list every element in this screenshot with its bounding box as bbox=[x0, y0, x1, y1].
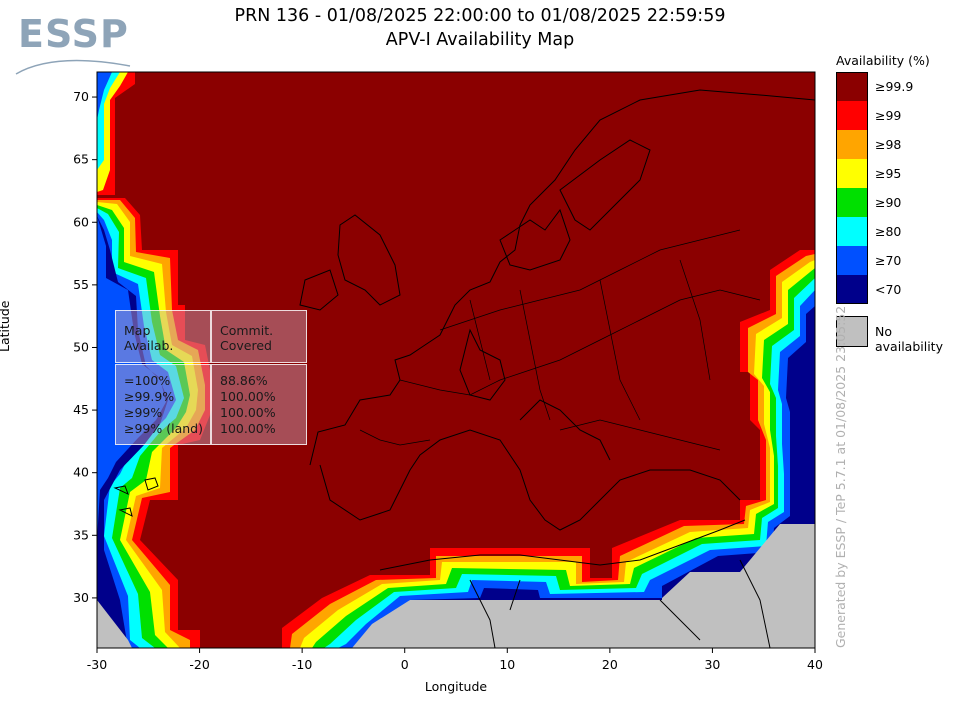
y-axis-label: Latitude bbox=[0, 300, 12, 352]
stats-labels: =100% ≥99.9% ≥99% ≥99% (land) bbox=[115, 364, 211, 445]
x-tick-label: 10 bbox=[499, 657, 515, 672]
y-tick-label: 30 bbox=[73, 590, 89, 605]
stats-header-map-availab: Map Availab. bbox=[115, 310, 211, 363]
legend-swatch bbox=[836, 72, 868, 101]
stats-header-commit-covered: Commit. Covered bbox=[211, 310, 307, 363]
legend-label-no-availability: No availability bbox=[875, 324, 943, 354]
zone-70-south bbox=[338, 290, 815, 648]
x-tick-label: -10 bbox=[292, 657, 312, 672]
y-tick-label: 60 bbox=[73, 214, 89, 229]
x-axis-ticks: -30 -20 -10 0 10 20 30 40 bbox=[87, 648, 823, 672]
y-tick-label: 35 bbox=[73, 527, 89, 542]
legend-label: ≥90 bbox=[875, 195, 902, 210]
legend-label: ≥99.9 bbox=[875, 79, 914, 94]
credit-text: Generated by ESSP / TeP 5.7.1 at 01/08/2… bbox=[833, 305, 848, 648]
y-tick-label: 70 bbox=[73, 89, 89, 104]
legend-swatch bbox=[836, 217, 868, 246]
y-tick-label: 50 bbox=[73, 339, 89, 354]
y-axis-ticks: 70 65 60 55 50 45 40 35 30 bbox=[73, 89, 97, 605]
borders bbox=[359, 229, 761, 451]
legend-label: ≥80 bbox=[875, 224, 902, 239]
legend-label: ≥98 bbox=[875, 137, 902, 152]
stats-row-value: 100.00% bbox=[220, 405, 276, 420]
x-tick-label: 20 bbox=[602, 657, 618, 672]
x-tick-label: 30 bbox=[704, 657, 720, 672]
legend-swatch bbox=[836, 246, 868, 275]
stats-row-value: 100.00% bbox=[220, 421, 276, 436]
y-tick-label: 55 bbox=[73, 277, 89, 292]
legend-swatch bbox=[836, 130, 868, 159]
no-availability-sw bbox=[97, 600, 132, 648]
stats-values: 88.86% 100.00% 100.00% 100.00% bbox=[211, 364, 307, 445]
stats-row-value: 88.86% bbox=[220, 373, 268, 388]
x-axis-label: Longitude bbox=[424, 679, 488, 694]
stats-header-line: Commit. bbox=[220, 323, 274, 338]
stats-header-line: Availab. bbox=[124, 338, 174, 353]
y-tick-label: 65 bbox=[73, 152, 89, 167]
stats-row-value: 100.00% bbox=[220, 389, 276, 404]
x-tick-label: 0 bbox=[401, 657, 409, 672]
x-tick-label: 40 bbox=[807, 657, 823, 672]
y-tick-label: 40 bbox=[73, 465, 89, 480]
legend-label: <70 bbox=[875, 282, 902, 297]
chart-title: PRN 136 - 01/08/2025 22:00:00 to 01/08/2… bbox=[234, 6, 726, 26]
zone-below-70 bbox=[97, 216, 168, 648]
legend-frame bbox=[836, 72, 868, 304]
x-tick-label: -30 bbox=[87, 657, 107, 672]
zone-80-nw bbox=[97, 72, 120, 170]
plot-frame bbox=[96, 71, 816, 649]
legend-label: ≥99 bbox=[875, 108, 902, 123]
coastlines bbox=[113, 89, 815, 648]
chart-subtitle: APV-I Availability Map bbox=[385, 30, 575, 50]
legend-swatch bbox=[836, 159, 868, 188]
legend-swatch bbox=[836, 101, 868, 130]
x-tick-label: -20 bbox=[189, 657, 209, 672]
legend-label: ≥95 bbox=[875, 166, 902, 181]
essp-logo: ESSP bbox=[14, 8, 132, 80]
legend-swatch-no-availability bbox=[836, 316, 868, 347]
stats-row-label: ≥99% (land) bbox=[124, 421, 203, 436]
zone-70-nw bbox=[97, 72, 112, 120]
logo-text: ESSP bbox=[18, 12, 129, 56]
zone-80-south bbox=[324, 278, 815, 648]
stats-row-label: ≥99.9% bbox=[124, 389, 175, 404]
stats-table: Map Availab. Commit. Covered =100% ≥99.9… bbox=[115, 310, 307, 445]
logo-swoosh-icon bbox=[15, 59, 131, 75]
no-availability-africa bbox=[352, 600, 662, 648]
no-availability-mideast bbox=[662, 524, 815, 648]
stats-row-label: =100% bbox=[124, 373, 171, 388]
zone-70 bbox=[97, 212, 176, 648]
legend-swatch bbox=[836, 188, 868, 217]
legend-swatch bbox=[836, 275, 868, 304]
legend-title: Availability (%) bbox=[836, 53, 930, 68]
stats-header-line: Covered bbox=[220, 338, 272, 353]
y-tick-label: 45 bbox=[73, 402, 89, 417]
stats-row-label: ≥99% bbox=[124, 405, 163, 420]
stats-header-line: Map bbox=[124, 323, 151, 338]
legend-label: ≥70 bbox=[875, 253, 902, 268]
